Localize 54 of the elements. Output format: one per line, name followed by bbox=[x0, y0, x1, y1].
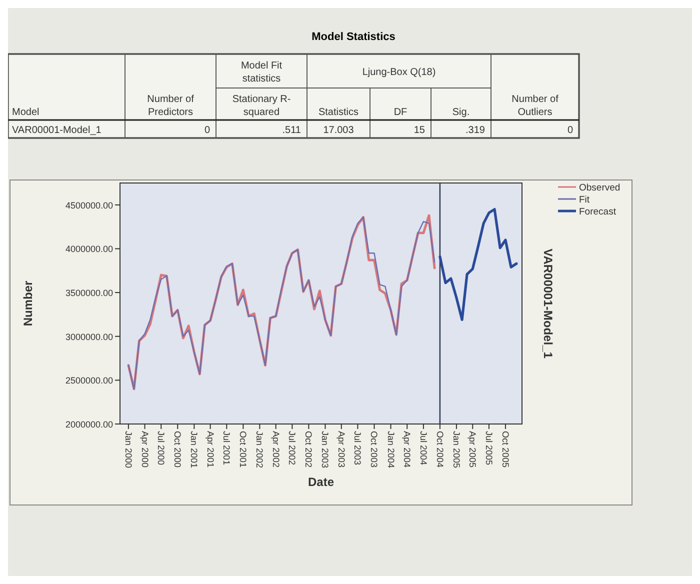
x-tick-label: Jul 2005 bbox=[484, 431, 494, 466]
y2-axis-title: VAR00001-Model_1 bbox=[541, 248, 555, 359]
text: Model Statistics bbox=[312, 31, 396, 43]
text: .511 bbox=[282, 125, 302, 136]
text: Stationary R-squared bbox=[232, 94, 291, 118]
y-axis-title: Number bbox=[21, 280, 35, 326]
y-tick-label: 4500000.00 bbox=[65, 200, 113, 210]
text: Number of Predictors bbox=[147, 94, 194, 118]
x-tick-label: Jul 2004 bbox=[418, 431, 428, 466]
x-tick-label: Jan 2002 bbox=[254, 431, 265, 468]
y-tick-label: 2000000.00 bbox=[65, 420, 113, 430]
x-tick-label: Oct 2000 bbox=[172, 431, 183, 468]
x-tick-label: Apr 2004 bbox=[402, 431, 412, 468]
x-tick-label: Jan 2000 bbox=[123, 431, 134, 468]
text: Number of Outliers bbox=[512, 94, 559, 118]
legend-label: Fit bbox=[579, 194, 590, 206]
x-tick-label: Jul 2001 bbox=[222, 431, 232, 466]
text: 0 bbox=[204, 125, 210, 136]
x-tick-label: Apr 2005 bbox=[468, 431, 478, 468]
text: Sig. bbox=[452, 107, 470, 118]
x-tick-label: Jan 2005 bbox=[451, 431, 462, 468]
x-tick-label: Jan 2004 bbox=[386, 431, 396, 468]
x-tick-label: Oct 2005 bbox=[500, 431, 510, 468]
line-series bbox=[438, 208, 518, 322]
x-tick-label: Oct 2003 bbox=[369, 431, 380, 468]
y-tick-label: 3000000.00 bbox=[65, 332, 113, 342]
text: Model Fit statistics bbox=[240, 60, 282, 84]
text: Ljung-Box Q(18) bbox=[362, 67, 436, 78]
x-tick-label: Jul 2002 bbox=[287, 431, 298, 466]
y-tick-label: 3500000.00 bbox=[65, 288, 113, 298]
text: 15 bbox=[414, 125, 426, 136]
x-tick-label: Oct 2001 bbox=[238, 431, 248, 468]
x-tick-label: Oct 2002 bbox=[304, 431, 314, 468]
legend-label: Observed bbox=[579, 182, 620, 194]
x-tick-label: Jan 2003 bbox=[320, 431, 330, 468]
text: 0 bbox=[567, 125, 574, 136]
text: 17.003 bbox=[323, 125, 354, 136]
x-axis-title: Date bbox=[308, 475, 334, 489]
x-tick-label: Jul 2003 bbox=[352, 431, 363, 466]
text: DF bbox=[394, 107, 408, 118]
x-tick-label: Apr 2000 bbox=[140, 431, 150, 468]
y-tick-label: 4000000.00 bbox=[65, 244, 113, 254]
x-tick-label: Jan 2001 bbox=[189, 431, 200, 468]
x-tick-label: Apr 2002 bbox=[270, 431, 281, 468]
x-tick-label: Apr 2003 bbox=[336, 431, 346, 468]
text: .319 bbox=[466, 125, 486, 136]
text: VAR00001-Model_1 bbox=[12, 125, 102, 136]
text: Model bbox=[12, 107, 40, 118]
x-tick-label: Oct 2004 bbox=[434, 431, 445, 468]
x-tick-label: Jul 2000 bbox=[156, 431, 166, 466]
y-tick-label: 2500000.00 bbox=[65, 376, 113, 386]
x-tick-label: Apr 2001 bbox=[205, 431, 216, 468]
legend-label: Forecast bbox=[579, 206, 616, 218]
text: Statistics bbox=[318, 107, 359, 118]
